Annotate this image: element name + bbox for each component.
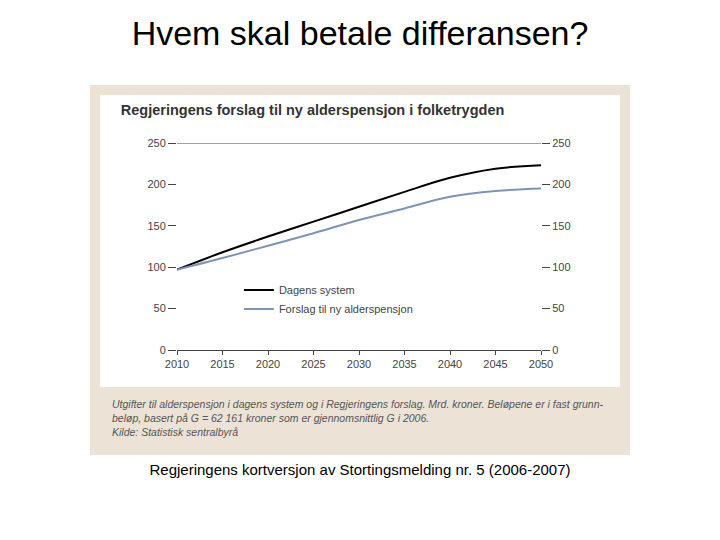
html-text:Hvem skal betale differansen?: Hvem skal betale differansen? [131,14,589,52]
svg-text:50: 50 [552,302,564,314]
html-text:Kilde: Statistisk sentralbyrå: Kilde: Statistisk sentralbyrå [112,426,239,438]
svg-text:Regjeringens forslag til ny al: Regjeringens forslag til ny alderspensjo… [121,102,505,118]
svg-text:200: 200 [147,178,165,190]
svg-text:2010: 2010 [165,358,189,370]
svg-text:2045: 2045 [483,358,507,370]
svg-text:Forslag til ny alderspensjon: Forslag til ny alderspensjon [279,303,413,315]
svg-text:0: 0 [552,344,558,356]
svg-text:100: 100 [147,261,165,273]
svg-text:Dagens system: Dagens system [279,284,355,296]
svg-text:200: 200 [552,178,570,190]
svg-text:0: 0 [160,344,166,356]
html-text:Utgifter til alderspensjon i d: Utgifter til alderspensjon i dagens syst… [112,398,603,410]
svg-text:2020: 2020 [256,358,280,370]
html-text:beløp, basert på G = 62 161 kr: beløp, basert på G = 62 161 kroner som e… [112,412,430,424]
svg-text:2030: 2030 [347,358,371,370]
svg-text:2035: 2035 [392,358,416,370]
svg-text:150: 150 [147,220,165,232]
svg-text:2025: 2025 [301,358,325,370]
svg-text:250: 250 [147,137,165,149]
svg-text:250: 250 [552,137,570,149]
svg-text:2015: 2015 [210,358,234,370]
svg-text:50: 50 [154,302,166,314]
svg-text:2050: 2050 [529,358,553,370]
svg-text:2040: 2040 [438,358,462,370]
svg-text:150: 150 [552,220,570,232]
html-text:Regjeringens kortversjon av St: Regjeringens kortversjon av Stortingsmel… [149,461,571,478]
svg-text:100: 100 [552,261,570,273]
